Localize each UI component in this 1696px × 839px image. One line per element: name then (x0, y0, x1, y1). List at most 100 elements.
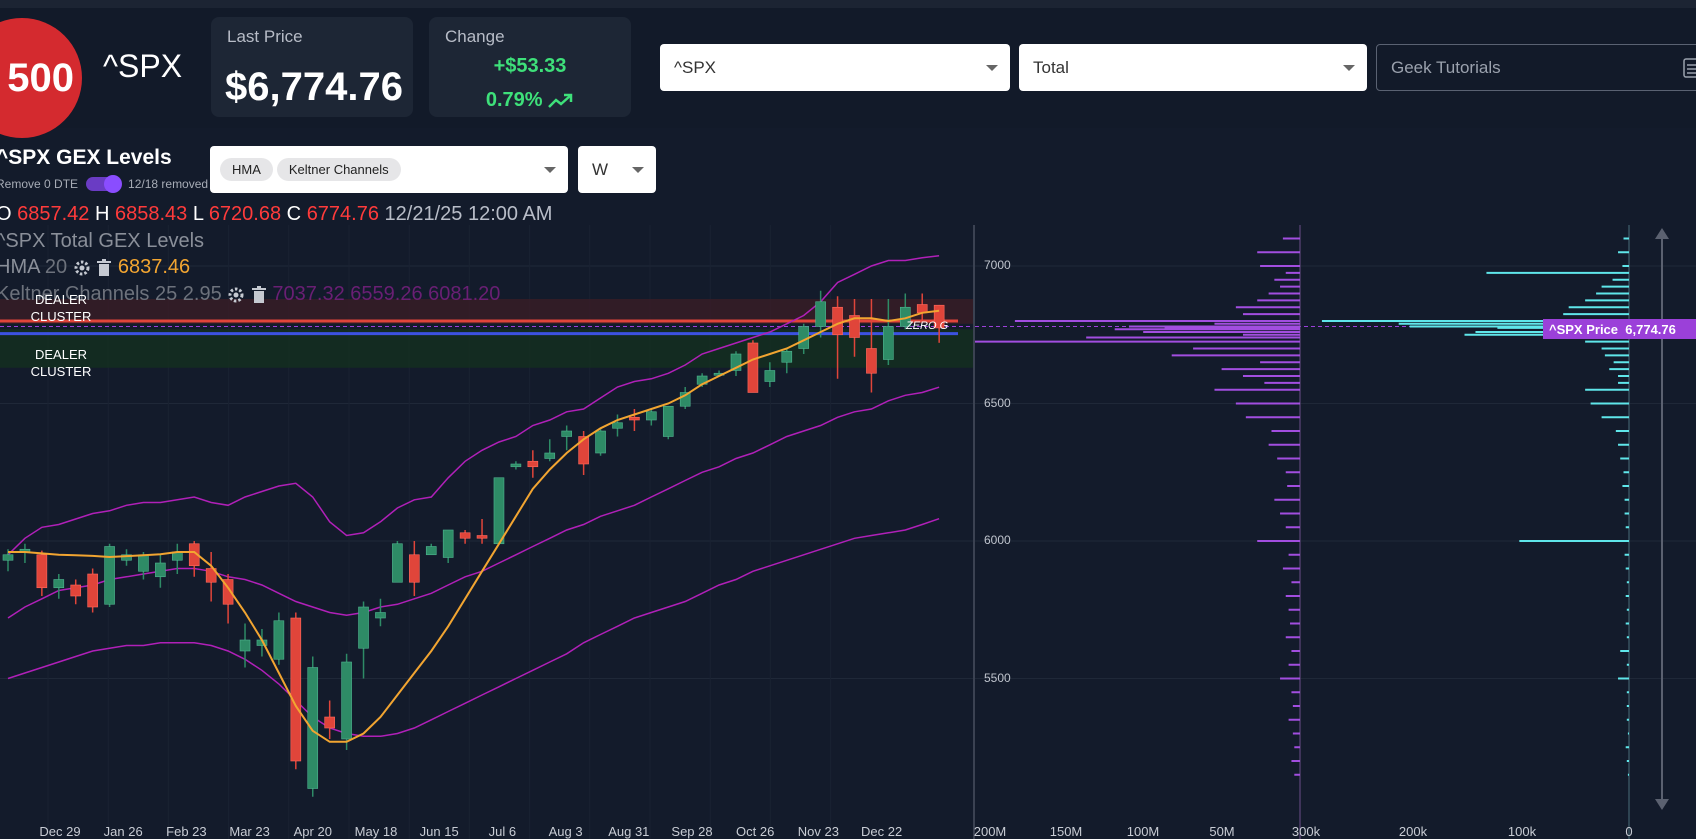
low-label: L (192, 203, 204, 225)
gex-negative-bar (1294, 773, 1300, 776)
gex-positive-bar (1615, 430, 1629, 432)
gex-positive-bar (1625, 595, 1629, 597)
candle-body (730, 353, 742, 371)
panel-title: ^SPX GEX Levels (0, 146, 172, 169)
gex-positive-bar (1486, 271, 1629, 274)
remove-status: 12/18 removed (128, 177, 209, 191)
gex-profile-chart[interactable] (975, 225, 1696, 839)
gex-negative-bar (1288, 663, 1300, 666)
candle-body (442, 529, 454, 558)
gex-positive-bar (1618, 375, 1629, 377)
gex-type-select[interactable]: Total (1019, 44, 1367, 91)
interval-select[interactable]: W (578, 146, 656, 193)
gex-positive-bar (1627, 732, 1629, 735)
gex-x-tick-label: 150M (1049, 824, 1083, 839)
gex-negative-bar (1260, 361, 1300, 364)
gex-positive-bar (1622, 485, 1629, 487)
keltner-upper-band (7, 254, 940, 556)
candle-body (561, 430, 572, 437)
gex-negative-bar (1280, 285, 1300, 288)
indicator-chip-hma[interactable]: HMA (220, 158, 273, 181)
gex-positive-bar (1601, 416, 1629, 419)
gex-positive-bar (1624, 498, 1629, 501)
gex-positive-bar (1585, 299, 1629, 302)
indicator-chip-keltner[interactable]: Keltner Channels (276, 158, 401, 181)
candle-body (307, 667, 319, 789)
candle-body (222, 579, 234, 605)
candle-body (425, 546, 437, 556)
x-tick-label: Jul 6 (488, 824, 517, 839)
candle-body (121, 554, 132, 561)
indicator-select[interactable]: HMA Keltner Channels (210, 146, 568, 193)
gex-negative-bar (1245, 416, 1300, 419)
gex-negative-bar (1242, 333, 1300, 336)
x-tick-label: Feb 23 (166, 824, 207, 839)
last-price-value: $6,774.76 (225, 65, 403, 109)
candle-body (36, 554, 48, 589)
gex-negative-bar (1242, 313, 1300, 316)
gex-positive-bar (1625, 746, 1629, 749)
gex-negative-bar (1264, 381, 1300, 384)
gex-positive-bar (1519, 540, 1629, 542)
candle-body (188, 543, 200, 567)
arrow-up-icon (1655, 228, 1669, 239)
remove-0dte-toggle[interactable] (86, 175, 123, 193)
candle-body (358, 606, 369, 649)
gex-x-tick-label: 50M (1209, 824, 1235, 839)
keltner-lower-band (7, 517, 940, 738)
x-tick-label: Aug 31 (608, 824, 650, 839)
candle-body (527, 460, 539, 468)
gex-negative-bar (1235, 402, 1300, 405)
trash-icon[interactable] (251, 285, 267, 304)
gex-negative-bar (1290, 622, 1300, 625)
gex-positive-bar (1604, 354, 1629, 357)
gex-negative-bar (1285, 595, 1300, 597)
hma-line (8, 309, 940, 743)
gex-positive-bar (1623, 237, 1629, 240)
y-tick-label: 6000 (984, 533, 1011, 547)
gex-positive-bar (1624, 553, 1629, 556)
gex-positive-bar (1625, 622, 1629, 625)
series-title: ^SPX Total GEX Levels (0, 230, 205, 252)
gex-negative-bar (1257, 251, 1300, 254)
gex-negative-bar (1291, 760, 1300, 762)
gex-negative-bar (1086, 336, 1300, 339)
gex-negative-bar (1288, 718, 1300, 721)
price-tag-label: ^SPX Price (1549, 321, 1619, 337)
remove-0dte-row: Remove 0 DTE 12/18 removed (0, 175, 209, 193)
tutorials-select[interactable]: Geek Tutorials (1376, 44, 1696, 91)
low-value: 6720.68 (208, 203, 282, 225)
gex-negative-bar (1214, 322, 1300, 325)
candle-body (612, 422, 623, 429)
candle-body (578, 436, 589, 465)
candle-body (273, 620, 285, 660)
gex-positive-bar (1585, 388, 1629, 391)
gear-icon[interactable] (227, 286, 245, 304)
gex-positive-bar (1623, 471, 1629, 474)
gex-positive-bar (1596, 292, 1629, 295)
gex-negative-bar (1268, 443, 1300, 446)
y-tick-label: 7000 (984, 258, 1011, 272)
gex-negative-bar (1282, 567, 1300, 570)
gex-negative-bar (1257, 299, 1300, 302)
candle-body (324, 716, 335, 729)
gex-negative-bar (1235, 306, 1300, 309)
gex-negative-bar (1291, 650, 1300, 652)
x-tick-label: Apr 20 (293, 824, 332, 839)
gex-positive-bar (1620, 457, 1629, 460)
bar-date: 12/21/25 12:00 AM (384, 203, 553, 225)
candle-body (290, 617, 302, 762)
gex-positive-bar (1626, 705, 1629, 707)
gear-icon[interactable] (73, 259, 91, 277)
gex-negative-bar (1277, 457, 1300, 460)
candle-body (764, 370, 776, 382)
trend-up-icon (548, 93, 573, 108)
symbol-select[interactable]: ^SPX (660, 44, 1010, 91)
price-chart[interactable] (0, 225, 975, 839)
chevron-down-icon (632, 166, 644, 173)
change-percent-text: 0.79% (485, 89, 543, 111)
gex-positive-bar (1601, 285, 1629, 288)
change-value: +$53.33 (493, 55, 567, 77)
gex-negative-bar (1285, 471, 1300, 474)
trash-icon[interactable] (96, 258, 112, 277)
